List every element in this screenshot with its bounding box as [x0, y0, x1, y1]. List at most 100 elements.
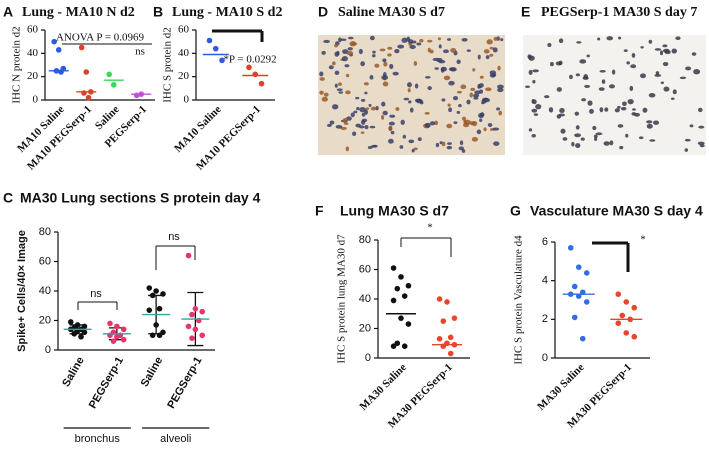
cell-nucleus [606, 36, 614, 41]
cell-nucleus [364, 91, 368, 95]
y-tick-label: 4 [542, 275, 548, 287]
data-point [51, 38, 57, 45]
cell-nucleus [614, 108, 620, 113]
cell-nucleus [598, 87, 605, 91]
cell-nucleus [419, 39, 424, 43]
cell-nucleus [388, 125, 393, 132]
y-tick-label: 60 [359, 263, 371, 275]
cell-nucleus [447, 38, 451, 41]
cell-nucleus [549, 61, 554, 67]
cell-nucleus [653, 120, 660, 125]
data-point [394, 285, 401, 292]
cell-nucleus [654, 74, 662, 77]
cell-nucleus [338, 37, 342, 43]
annotation: * [640, 234, 646, 246]
cell-nucleus [414, 83, 419, 89]
cell-nucleus [463, 119, 467, 125]
cell-nucleus [427, 47, 431, 53]
cell-nucleus [684, 148, 689, 152]
cell-nucleus [435, 142, 440, 148]
cell-nucleus [434, 67, 439, 70]
cell-nucleus [336, 88, 343, 91]
cell-nucleus [593, 134, 598, 139]
cell-nucleus [323, 39, 331, 44]
cell-nucleus [334, 83, 338, 88]
cell-nucleus [664, 50, 671, 55]
cell-nucleus [409, 107, 414, 113]
cell-nucleus [338, 91, 344, 94]
cell-nucleus [440, 66, 447, 72]
cell-nucleus [474, 90, 481, 95]
cell-nucleus [493, 141, 500, 146]
cell-nucleus [627, 99, 634, 105]
data-point [447, 334, 454, 341]
cell-nucleus [493, 36, 499, 41]
cell-nucleus [599, 70, 606, 73]
cell-nucleus [575, 73, 580, 77]
cell-nucleus [547, 42, 552, 48]
cell-nucleus [347, 47, 353, 51]
y-tick-label: 40 [359, 293, 371, 305]
data-point [83, 69, 90, 75]
cell-nucleus [372, 50, 376, 54]
annotation: ns [135, 46, 145, 58]
cell-nucleus [532, 69, 539, 73]
cell-nucleus [447, 142, 452, 145]
data-point [579, 335, 586, 342]
cell-nucleus [626, 61, 630, 65]
cell-nucleus [360, 131, 365, 134]
data-point [447, 350, 454, 357]
cell-nucleus [326, 123, 332, 127]
cell-nucleus [336, 50, 340, 56]
cell-nucleus [689, 124, 694, 128]
cell-nucleus [483, 49, 490, 54]
y-tick-label: 20 [359, 322, 371, 334]
cell-nucleus [329, 120, 335, 125]
cell-nucleus [533, 113, 539, 116]
cell-nucleus [443, 75, 451, 81]
cell-nucleus [562, 137, 568, 141]
cell-nucleus [663, 86, 670, 92]
cell-nucleus [461, 37, 468, 42]
data-point [156, 332, 163, 339]
y-tick-label: 40 [27, 47, 39, 59]
cell-nucleus [364, 124, 369, 130]
micrograph [523, 35, 706, 155]
cell-nucleus [387, 46, 393, 50]
cell-nucleus [389, 114, 396, 118]
cell-nucleus [589, 108, 594, 114]
data-point [85, 94, 92, 101]
y-tick-label: 40 [178, 47, 190, 59]
y-axis-label: Spike+ Cells/40× Image [16, 230, 28, 352]
data-point [156, 305, 163, 312]
cell-nucleus [411, 148, 415, 153]
cell-nucleus [611, 69, 616, 75]
x-tick-label: Saline [60, 355, 87, 389]
data-point [619, 312, 626, 319]
data-point [212, 45, 219, 52]
y-tick-label: 60 [39, 255, 51, 267]
y-tick-label: 60 [27, 24, 39, 36]
cell-nucleus [388, 138, 394, 144]
cell-nucleus [342, 49, 349, 55]
data-point [390, 343, 397, 350]
cell-nucleus [399, 145, 404, 149]
cell-nucleus [448, 67, 456, 72]
cell-nucleus [319, 90, 324, 95]
data-point [258, 80, 265, 87]
cell-nucleus [594, 137, 598, 142]
cell-nucleus [482, 97, 489, 101]
cell-nucleus [345, 73, 350, 78]
cell-nucleus [489, 46, 494, 50]
cell-nucleus [685, 66, 692, 71]
y-tick-label: 20 [39, 314, 51, 326]
cell-nucleus [574, 111, 580, 116]
cell-nucleus [595, 132, 603, 136]
cell-nucleus [489, 73, 496, 78]
cell-nucleus [597, 37, 601, 41]
cell-nucleus [381, 75, 389, 80]
data-point [58, 69, 64, 75]
data-point [153, 288, 159, 294]
cell-nucleus [409, 44, 416, 50]
data-point [120, 336, 127, 343]
